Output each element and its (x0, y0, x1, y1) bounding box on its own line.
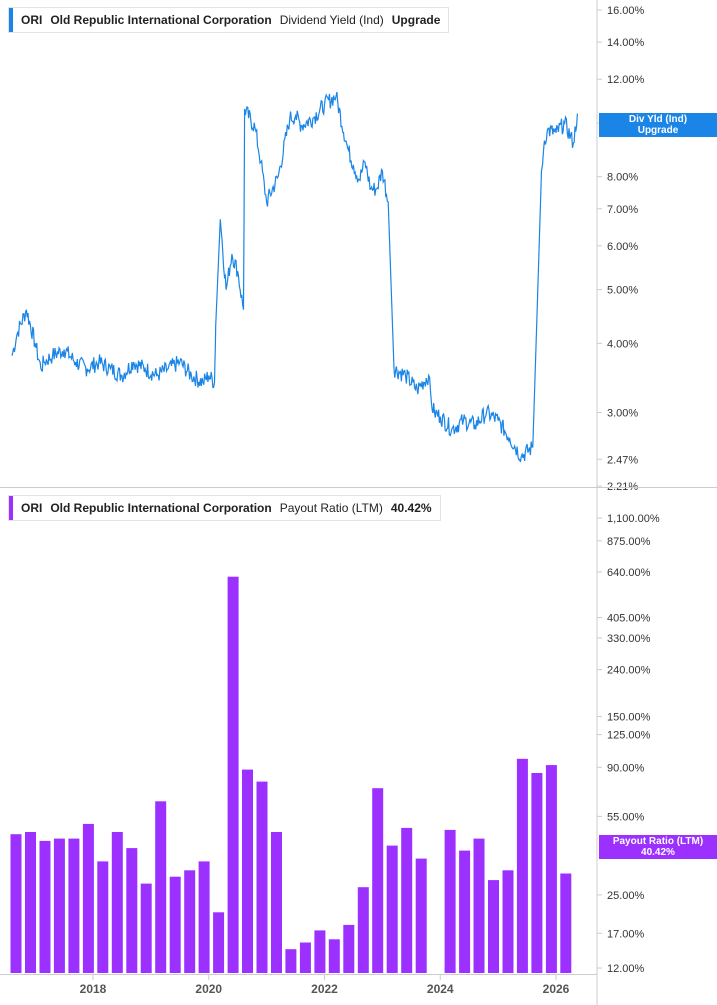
payout-bar (169, 876, 181, 973)
x-tick-label: 2024 (427, 982, 454, 996)
dividend-yield-line (11, 91, 578, 463)
payout-bar (82, 823, 94, 973)
payout-bar (415, 858, 427, 973)
payout-bar (314, 930, 326, 973)
legend-company: Old Republic International Corporation (50, 501, 272, 515)
payout-bar (68, 838, 80, 973)
payout-bar (488, 880, 499, 973)
y-tick-label: 12.00% (607, 74, 645, 86)
legend-value[interactable]: Upgrade (391, 13, 441, 27)
y-tick-label: 55.00% (607, 811, 645, 823)
payout-bar (126, 848, 138, 973)
payout-bar (459, 850, 471, 973)
tag-label: Payout Ratio (LTM) (612, 836, 704, 847)
payout-bar (213, 912, 225, 973)
payout-bar (401, 827, 413, 973)
payout-bar (97, 861, 109, 973)
dividend-yield-plot (11, 91, 578, 463)
payout-bar (343, 924, 355, 973)
y-tick-label: 150.00% (607, 711, 651, 723)
payout-bar (198, 861, 210, 973)
y-tick-label: 875.00% (607, 536, 651, 548)
payout-bar (53, 838, 65, 973)
payout-bar (271, 832, 282, 973)
legend-ticker: ORI (21, 13, 43, 27)
payout-bar (140, 883, 152, 973)
payout-bar (39, 840, 51, 973)
payout-ratio-value-tag: Payout Ratio (LTM) 40.42% (599, 835, 717, 859)
payout-ratio-plot (10, 576, 572, 973)
payout-bar (25, 832, 36, 973)
payout-bar (560, 873, 572, 973)
payout-bar (386, 845, 398, 973)
y-tick-label: 12.00% (607, 963, 645, 975)
payout-bar (516, 758, 528, 973)
y-tick-label: 3.00% (607, 408, 638, 420)
tag-value: Upgrade (637, 125, 679, 136)
legend-payout-ratio: ORI Old Republic International Corporati… (8, 495, 441, 521)
y-tick-label: 4.00% (607, 338, 638, 350)
payout-bar (184, 870, 196, 973)
y-tick-label: 330.00% (607, 633, 651, 645)
y-tick-label: 7.00% (607, 204, 638, 216)
legend-color-swatch (9, 8, 13, 32)
x-tick-label: 2026 (543, 982, 570, 996)
x-tick-label: 2020 (195, 982, 222, 996)
payout-bar (10, 834, 22, 973)
payout-bar (285, 949, 297, 973)
payout-bar (299, 942, 311, 973)
y-tick-label: 14.00% (607, 37, 645, 49)
payout-bar (111, 832, 123, 973)
payout-bar (227, 576, 239, 973)
y-tick-label: 16.00% (607, 5, 645, 17)
payout-bar (531, 773, 543, 973)
payout-bar (155, 801, 167, 973)
y-tick-label: 125.00% (607, 730, 651, 742)
y-tick-label: 5.00% (607, 285, 638, 297)
payout-bar (372, 788, 384, 973)
y-tick-label: 6.00% (607, 241, 638, 253)
payout-bar (444, 829, 456, 973)
y-tick-label: 8.00% (607, 172, 638, 184)
legend-value: 40.42% (390, 501, 432, 515)
dividend-yield-value-tag[interactable]: Div Yld (Ind) Upgrade (599, 113, 717, 137)
tag-value: 40.42% (641, 847, 675, 858)
y-tick-label: 25.00% (607, 890, 645, 902)
y-tick-label: 90.00% (607, 762, 645, 774)
legend-ticker: ORI (21, 501, 43, 515)
payout-bar (328, 939, 340, 973)
legend-metric: Payout Ratio (LTM) (279, 501, 383, 515)
y-tick-label: 405.00% (607, 613, 651, 625)
legend-metric: Dividend Yield (Ind) (279, 13, 384, 27)
payout-bar (357, 887, 369, 973)
y-tick-label: 240.00% (607, 665, 651, 677)
legend-color-swatch (9, 496, 13, 520)
y-tick-label: 1,100.00% (607, 513, 660, 525)
y-tick-label: 17.00% (607, 928, 645, 940)
x-tick-label: 2018 (80, 982, 107, 996)
legend-company: Old Republic International Corporation (50, 13, 272, 27)
payout-bar (502, 870, 514, 973)
payout-bar (242, 769, 253, 973)
payout-bar (473, 838, 485, 973)
x-tick-label: 2022 (311, 982, 338, 996)
y-tick-label: 2.47% (607, 454, 638, 466)
tag-label: Div Yld (Ind) (628, 114, 688, 125)
legend-dividend-yield: ORI Old Republic International Corporati… (8, 7, 450, 33)
y-tick-label: 640.00% (607, 567, 651, 579)
payout-bar (256, 781, 268, 973)
payout-bar (545, 765, 557, 973)
